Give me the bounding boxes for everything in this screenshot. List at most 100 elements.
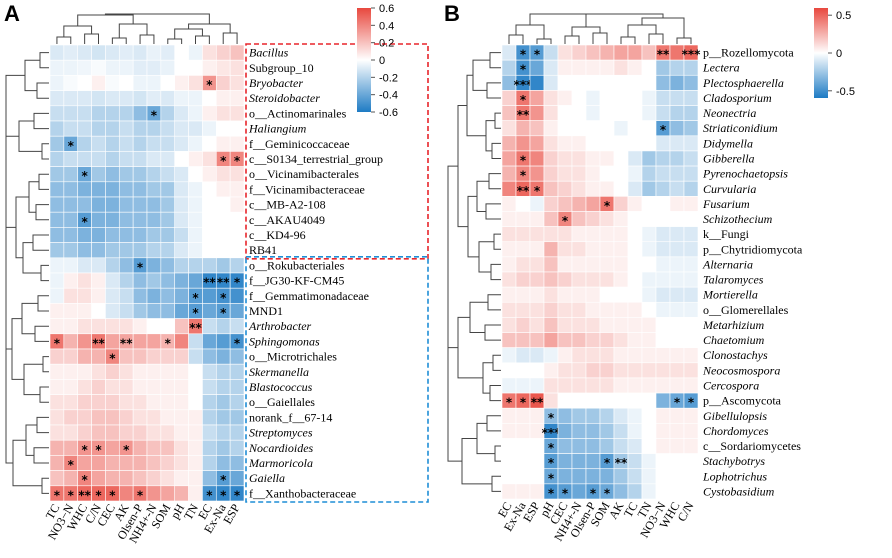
heatmap-cell xyxy=(174,485,189,502)
heatmap-cell xyxy=(188,470,203,487)
dendrogram-branch xyxy=(63,25,93,37)
heatmap-cell xyxy=(655,59,671,76)
heatmap-cell xyxy=(229,424,245,441)
heatmap-cell xyxy=(613,362,629,379)
significance-star: * xyxy=(534,48,541,62)
heatmap-cell xyxy=(669,226,685,243)
heatmap-cell xyxy=(683,483,699,500)
heatmap-cell xyxy=(146,135,162,152)
heatmap-cell xyxy=(557,347,573,364)
heatmap-cell xyxy=(49,59,65,76)
heatmap-cell xyxy=(571,423,587,439)
heatmap-cell xyxy=(146,470,162,487)
heatmap-cell xyxy=(188,394,203,411)
heatmap-cell xyxy=(515,377,531,394)
heatmap-cell xyxy=(543,256,559,273)
heatmap-cell xyxy=(174,379,189,395)
heatmap-cell xyxy=(77,135,92,152)
heatmap-cell xyxy=(683,468,699,485)
heatmap-cell xyxy=(215,242,231,259)
heatmap-cell xyxy=(229,439,245,456)
heatmap-cell xyxy=(118,394,134,411)
row-label: Pyrenochaetopsis xyxy=(702,167,788,181)
significance-star: * xyxy=(604,199,611,213)
row-label: Gaiella xyxy=(249,471,285,485)
heatmap-cell xyxy=(669,423,685,439)
heatmap-cell xyxy=(160,135,176,152)
heatmap-cell xyxy=(91,227,106,243)
heatmap-cell xyxy=(146,120,162,137)
heatmap-cell xyxy=(571,120,587,137)
heatmap-cell xyxy=(669,105,685,121)
heatmap-cell xyxy=(202,348,217,365)
heatmap-cell xyxy=(655,347,671,364)
heatmap-cell xyxy=(627,59,643,76)
heatmap-cell xyxy=(63,363,79,380)
dendrogram-branch xyxy=(558,13,664,18)
row-label: c__KD4-96 xyxy=(249,228,306,242)
column-label: TC xyxy=(43,502,63,522)
heatmap-cell xyxy=(627,301,643,318)
heatmap-cell xyxy=(557,135,573,152)
heatmap-cell xyxy=(160,151,176,167)
heatmap-cell xyxy=(105,181,120,198)
heatmap-cell xyxy=(515,438,531,454)
heatmap-cell xyxy=(571,196,587,212)
heatmap-cell xyxy=(599,301,615,318)
significance-star: * xyxy=(234,276,241,290)
heatmap-cell xyxy=(202,120,217,137)
heatmap-cell xyxy=(215,424,231,441)
row-label: norank_f__67-14 xyxy=(249,410,332,424)
heatmap-cell xyxy=(683,317,699,333)
heatmap-cell xyxy=(174,44,189,61)
dendrogram-branch xyxy=(36,82,49,99)
dendrogram-branch xyxy=(84,33,99,44)
heatmap-cell xyxy=(613,120,629,137)
heatmap-cell xyxy=(613,317,629,333)
heatmap-cell xyxy=(613,44,629,61)
heatmap-cell xyxy=(543,271,559,288)
dendrogram-branch xyxy=(571,26,601,36)
significance-star: * xyxy=(220,154,227,168)
heatmap-cell xyxy=(229,135,245,152)
heatmap-cell xyxy=(585,301,601,318)
heatmap-cell xyxy=(641,211,657,227)
heatmap-cell xyxy=(557,362,573,379)
heatmap-cell xyxy=(557,256,573,273)
row-label: MND1 xyxy=(249,304,283,318)
dendrogram-branch xyxy=(485,120,495,152)
row-label: f__JG30-KF-CM45 xyxy=(249,274,344,288)
heatmap-cell xyxy=(132,59,148,76)
heatmap-cell xyxy=(529,407,545,424)
heatmap-cell xyxy=(202,196,217,213)
heatmap-cell xyxy=(229,379,245,395)
heatmap-cell xyxy=(118,379,134,395)
heatmap-cell xyxy=(160,379,176,395)
heatmap-cell xyxy=(146,242,162,259)
row-label: Bryobacter xyxy=(249,76,303,90)
heatmap-cell xyxy=(146,409,162,426)
heatmap-cell xyxy=(188,348,203,365)
row-label: Skermanella xyxy=(249,365,309,379)
heatmap-cell xyxy=(543,59,559,76)
heatmap-cell xyxy=(613,165,629,182)
row-label: f__Vicinamibacteraceae xyxy=(249,182,365,196)
heatmap-cell xyxy=(63,257,79,274)
heatmap-cell xyxy=(613,90,629,106)
significance-star: ** xyxy=(217,276,230,290)
heatmap-cell xyxy=(683,165,699,182)
heatmap-cell xyxy=(77,348,92,365)
heatmap-cell xyxy=(105,287,120,304)
heatmap-cell xyxy=(118,90,134,107)
heatmap-cell xyxy=(501,483,517,500)
heatmap-cell xyxy=(160,424,176,441)
significance-star: * xyxy=(520,154,527,168)
heatmap-cell xyxy=(613,347,629,364)
heatmap-cell xyxy=(683,105,699,121)
heatmap-cell xyxy=(160,44,176,61)
significance-star: * xyxy=(520,93,527,107)
heatmap-cell xyxy=(146,287,162,304)
heatmap-cell xyxy=(571,241,587,258)
dendrogram-branch xyxy=(466,74,486,137)
significance-star: * xyxy=(192,306,199,320)
